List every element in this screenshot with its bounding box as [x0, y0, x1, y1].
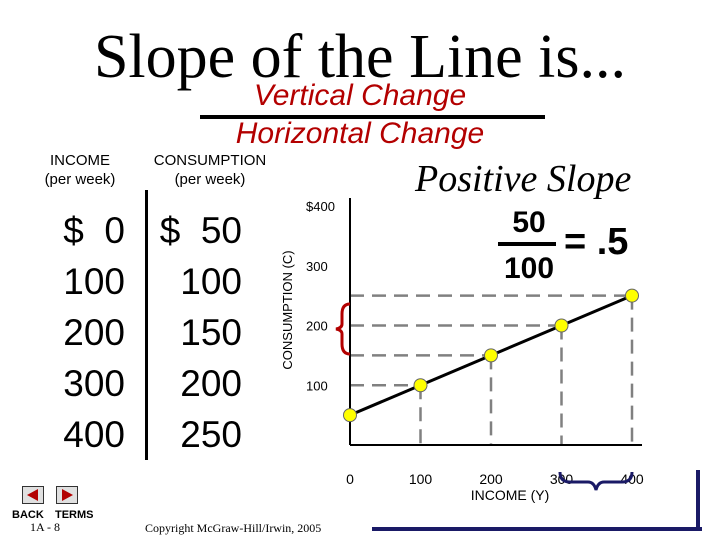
consumption-cell: $ 50: [159, 210, 242, 251]
table-divider: [145, 190, 148, 460]
data-point: [343, 408, 357, 423]
income-cell: 400: [63, 414, 125, 455]
income-cell: 300: [63, 363, 125, 404]
slide-title: Slope of the Line is...: [93, 23, 627, 91]
consumption-header-line-1: CONSUMPTION: [153, 152, 267, 169]
consumption-cell: 150: [180, 312, 242, 353]
triangle-left-icon: [27, 489, 38, 501]
y-tick-label: 200: [306, 319, 328, 334]
slide-number: 1A - 8: [30, 520, 60, 534]
vertical-change-brace: [335, 302, 351, 356]
ratio-bar: [498, 242, 556, 246]
data-point: [484, 348, 498, 363]
x-tick-label: 200: [479, 471, 503, 487]
chart-gridlines: [350, 294, 634, 445]
y-axis-label: CONSUMPTION (C): [280, 250, 295, 369]
back-button[interactable]: [22, 486, 44, 504]
slope-formula-bar: [200, 115, 545, 119]
ratio-numerator: 50: [512, 206, 546, 239]
ratio-result: = .5: [564, 221, 629, 263]
consumption-cell: 200: [180, 363, 242, 404]
x-tick-label: 100: [409, 471, 433, 487]
data-point: [625, 288, 639, 303]
income-cell: 100: [63, 261, 125, 302]
slope-formula-denominator: Horizontal Change: [235, 117, 485, 150]
back-label[interactable]: BACK: [12, 509, 44, 521]
consumption-header: CONSUMPTION (per week): [140, 151, 280, 189]
chart-braces: [335, 302, 634, 491]
income-header: INCOME (per week): [30, 151, 130, 189]
income-column: $ 0 100 200 300 400: [40, 205, 125, 460]
slope-formula-numerator: Vertical Change: [253, 79, 467, 112]
terms-label[interactable]: TERMS: [55, 509, 94, 521]
y-tick-label: 300: [306, 259, 328, 274]
income-cell: $ 0: [63, 210, 125, 251]
chart-data-points: [343, 288, 639, 423]
positive-slope-label: Positive Slope: [415, 158, 632, 200]
footer-rule-vertical: [696, 470, 700, 531]
data-point: [554, 318, 569, 333]
terms-button[interactable]: [56, 486, 78, 504]
data-point: [413, 378, 428, 393]
income-header-line-1: INCOME: [50, 152, 110, 169]
copyright-notice: Copyright McGraw-Hill/Irwin, 2005: [145, 521, 322, 535]
y-tick-label: 100: [306, 378, 328, 393]
consumption-cell: 250: [180, 414, 242, 455]
x-tick-label: 0: [346, 471, 354, 487]
consumption-cell: 100: [180, 261, 242, 302]
consumption-header-line-2: (per week): [174, 171, 246, 188]
y-tick-label: $400: [306, 199, 335, 214]
income-cell: 200: [63, 312, 125, 353]
income-header-line-2: (per week): [44, 171, 116, 188]
chart-axes: [349, 198, 642, 446]
ratio-denominator: 100: [503, 252, 555, 285]
consumption-column: $ 50 100 150 200 250: [150, 205, 242, 460]
x-axis-label: INCOME (Y): [471, 487, 550, 503]
triangle-right-icon: [62, 489, 73, 501]
horizontal-change-brace: [558, 471, 634, 491]
footer-rule-horizontal: [372, 527, 702, 531]
